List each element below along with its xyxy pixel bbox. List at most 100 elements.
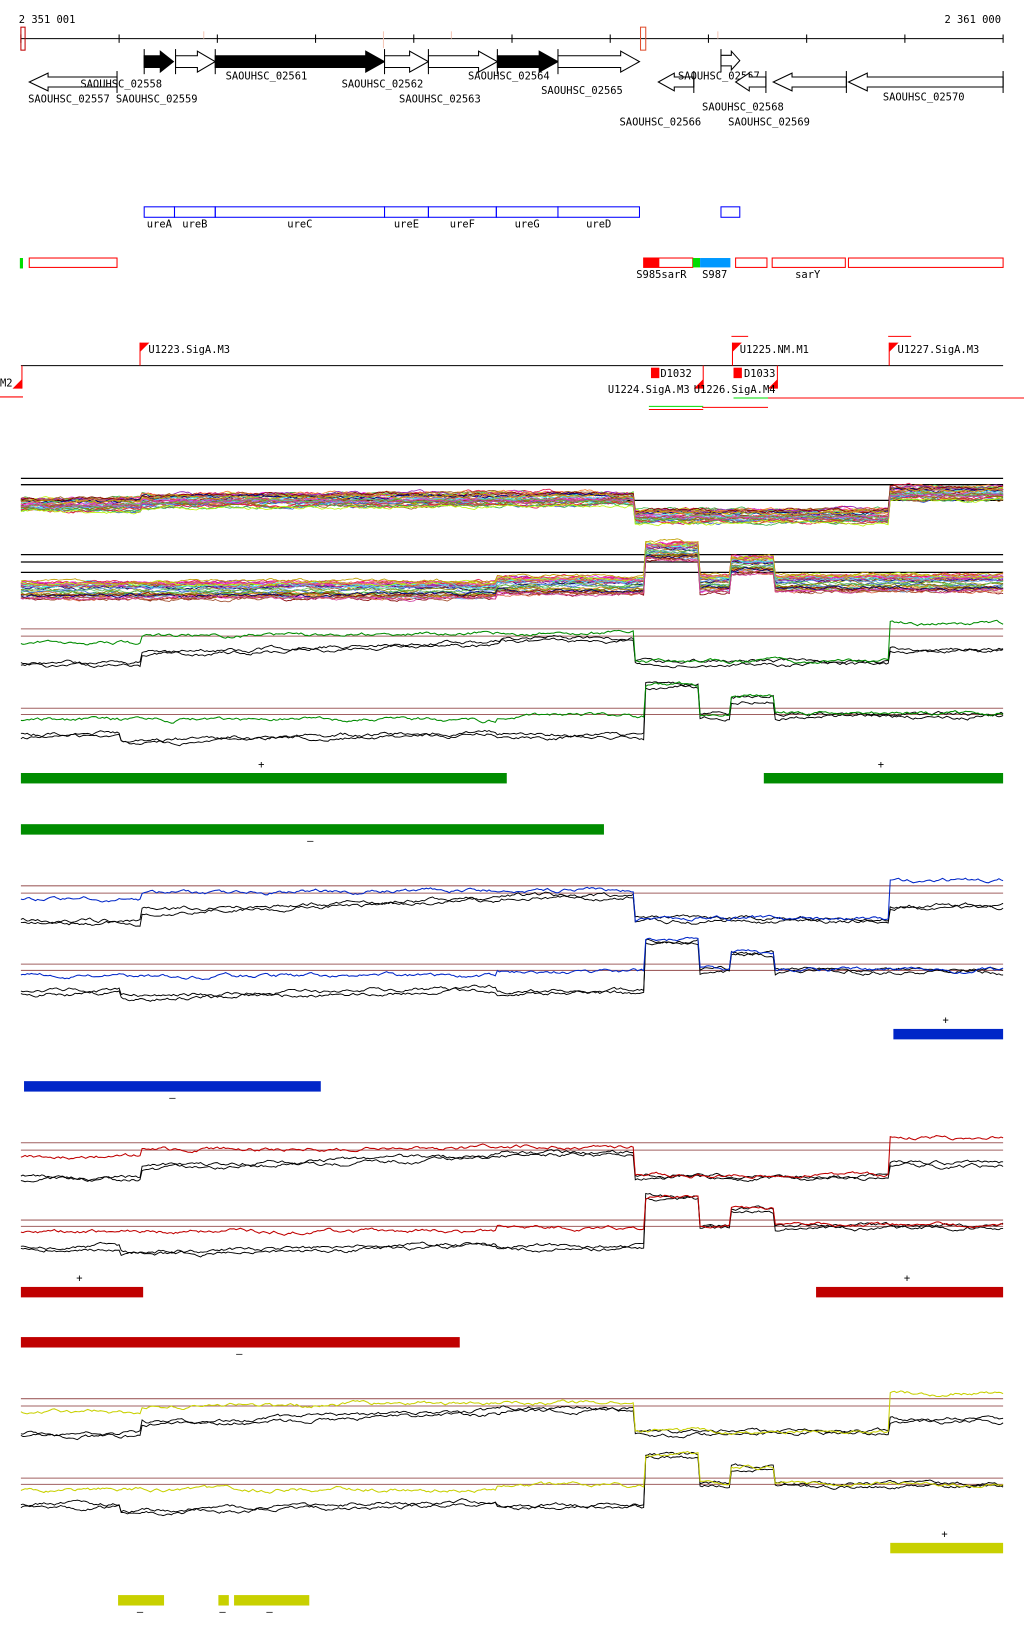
gene-SAOUHSC_02570[interactable]: SAOUHSC_02570 xyxy=(847,71,1004,103)
forward-gene-arrow[interactable] xyxy=(175,50,217,73)
gene-label: SAOUHSC_02563 xyxy=(399,93,481,105)
control-line-minus xyxy=(20,1192,1004,1255)
gene-name-label: ureC xyxy=(287,219,312,231)
promoter-box[interactable] xyxy=(650,367,660,379)
plus-strand-label: + xyxy=(941,1529,947,1541)
plus-strand-segment[interactable] xyxy=(893,1028,1004,1040)
plus-strand-segment[interactable] xyxy=(816,1286,1004,1298)
sample-line xyxy=(20,541,1004,587)
gene-label: SAOUHSC_02558 xyxy=(80,79,162,91)
minus-strand-segment[interactable] xyxy=(24,1081,321,1092)
minus-strand-segment[interactable] xyxy=(218,1595,229,1606)
gene-name-label: ureD xyxy=(586,219,611,231)
gene-name-box[interactable] xyxy=(495,206,559,218)
minus-strand-segment[interactable] xyxy=(118,1595,165,1606)
sample-line xyxy=(20,541,1004,587)
forward-gene-arrow[interactable] xyxy=(384,50,430,73)
gene-name-box[interactable] xyxy=(427,206,497,218)
plus-strand-segment[interactable] xyxy=(763,772,1004,784)
view-marker-left[interactable] xyxy=(20,26,26,51)
plus-strand-segment[interactable] xyxy=(890,1542,1004,1554)
minus-strand-segment[interactable] xyxy=(20,824,604,835)
gene-name-box[interactable] xyxy=(557,206,640,218)
view-marker-right[interactable] xyxy=(640,26,647,51)
gene-SAOUHSC_02561[interactable]: SAOUHSC_02561 xyxy=(214,49,386,82)
feature-box[interactable] xyxy=(28,257,118,268)
control-line-minus xyxy=(20,684,1004,747)
sample-line xyxy=(20,493,1004,521)
gene-SAOUHSC_02558[interactable]: SAOUHSC_02558 xyxy=(80,49,175,91)
promoter-flag[interactable]: U1225.NM.M1 xyxy=(731,342,809,366)
gene-name-box[interactable] xyxy=(384,206,429,218)
multi-sample-track xyxy=(20,477,1004,603)
feature-label: S985sarR xyxy=(636,269,687,281)
feature-label: S987 xyxy=(702,269,727,281)
promoter-flag[interactable]: U1223.SigA.M3 xyxy=(139,342,230,366)
gene-SAOUHSC_02564[interactable]: SAOUHSC_02564 xyxy=(468,49,560,82)
minus-strand-segment[interactable] xyxy=(20,1337,460,1348)
expression-group-blue: +– xyxy=(20,877,1004,1104)
control-line-plus xyxy=(20,1149,1004,1182)
gene-name-box[interactable] xyxy=(720,206,741,218)
plus-strand-label: + xyxy=(76,1273,82,1285)
promoter-box[interactable] xyxy=(733,367,742,379)
signal-line-plus xyxy=(20,877,1004,923)
minus-strand-label: – xyxy=(169,1092,176,1104)
forward-gene-arrow[interactable] xyxy=(143,50,175,74)
gene-SAOUHSC_02562[interactable]: SAOUHSC_02562 xyxy=(342,49,430,91)
signal-line-plus xyxy=(20,1390,1004,1436)
gene-SAOUHSC_02566[interactable]: SAOUHSC_02566 xyxy=(620,71,702,128)
promoter-flag[interactable] xyxy=(768,365,778,389)
feature-box[interactable] xyxy=(771,257,846,268)
forward-gene-arrow[interactable] xyxy=(720,49,741,72)
feature-box[interactable] xyxy=(847,257,1004,268)
promoter-flag[interactable] xyxy=(12,365,23,389)
feature-box[interactable] xyxy=(735,257,768,268)
forward-gene-arrow[interactable] xyxy=(496,50,560,73)
plus-strand-label: + xyxy=(942,1015,948,1027)
plus-strand-segment[interactable] xyxy=(20,1286,144,1298)
flag-icon xyxy=(768,379,778,389)
reverse-gene-arrow[interactable] xyxy=(772,72,847,92)
reverse-gene-arrow[interactable] xyxy=(847,72,1004,92)
sample-line xyxy=(20,542,1004,589)
minus-strand-segment[interactable] xyxy=(234,1595,310,1606)
promoter-flag[interactable]: U1227.SigA.M3 xyxy=(888,342,979,366)
promoter-label: D1032 xyxy=(660,368,691,380)
gene-name-box[interactable] xyxy=(214,206,386,218)
minus-strand-label: – xyxy=(219,1606,226,1618)
control-line-minus xyxy=(20,940,1004,1002)
gene-SAOUHSC_02569[interactable]: SAOUHSC_02569 xyxy=(728,71,847,128)
minus-strand-label: – xyxy=(236,1348,243,1360)
control-line-plus xyxy=(20,1407,1004,1441)
gene-name-track: ureA ureB ureC ureE ureF ureG ureD xyxy=(143,206,741,231)
gene-label: SAOUHSC_02566 xyxy=(620,116,702,128)
gene-SAOUHSC_02568[interactable]: SAOUHSC_02568 xyxy=(702,71,784,114)
forward-gene-arrow[interactable] xyxy=(427,50,499,73)
gene-SAOUHSC_02565[interactable]: SAOUHSC_02565 xyxy=(541,49,641,97)
feature-fill-blue xyxy=(700,258,731,268)
gene-name-label: ureE xyxy=(394,219,419,231)
promoter-label: M2 xyxy=(0,377,13,389)
forward-gene-arrow[interactable] xyxy=(557,50,641,73)
gene-SAOUHSC_02563[interactable]: SAOUHSC_02563 xyxy=(399,49,499,105)
forward-gene-arrow[interactable] xyxy=(214,50,386,73)
control-line-minus xyxy=(20,1195,1004,1258)
signal-line-plus xyxy=(20,1135,1004,1179)
sample-line xyxy=(20,556,1004,603)
gene-name-box[interactable] xyxy=(143,206,176,218)
minus-strand-label: – xyxy=(266,1606,273,1618)
gene-label: SAOUHSC_02561 xyxy=(226,70,308,82)
plus-strand-segment[interactable] xyxy=(20,772,507,784)
reverse-gene-arrow[interactable] xyxy=(28,72,118,92)
gene-SAOUHSC_02557[interactable]: SAOUHSC_02557 xyxy=(28,71,118,105)
promoter-flag[interactable] xyxy=(693,365,704,389)
reverse-gene-arrow[interactable] xyxy=(734,72,767,92)
gene-name-box[interactable] xyxy=(173,206,216,218)
reverse-gene-arrow[interactable] xyxy=(657,72,695,92)
gene-SAOUHSC_02559[interactable]: SAOUHSC_02559 xyxy=(116,49,217,105)
promoter-label: U1225.NM.M1 xyxy=(740,344,809,356)
gene-SAOUHSC_02567[interactable]: SAOUHSC_02567 xyxy=(678,49,760,82)
